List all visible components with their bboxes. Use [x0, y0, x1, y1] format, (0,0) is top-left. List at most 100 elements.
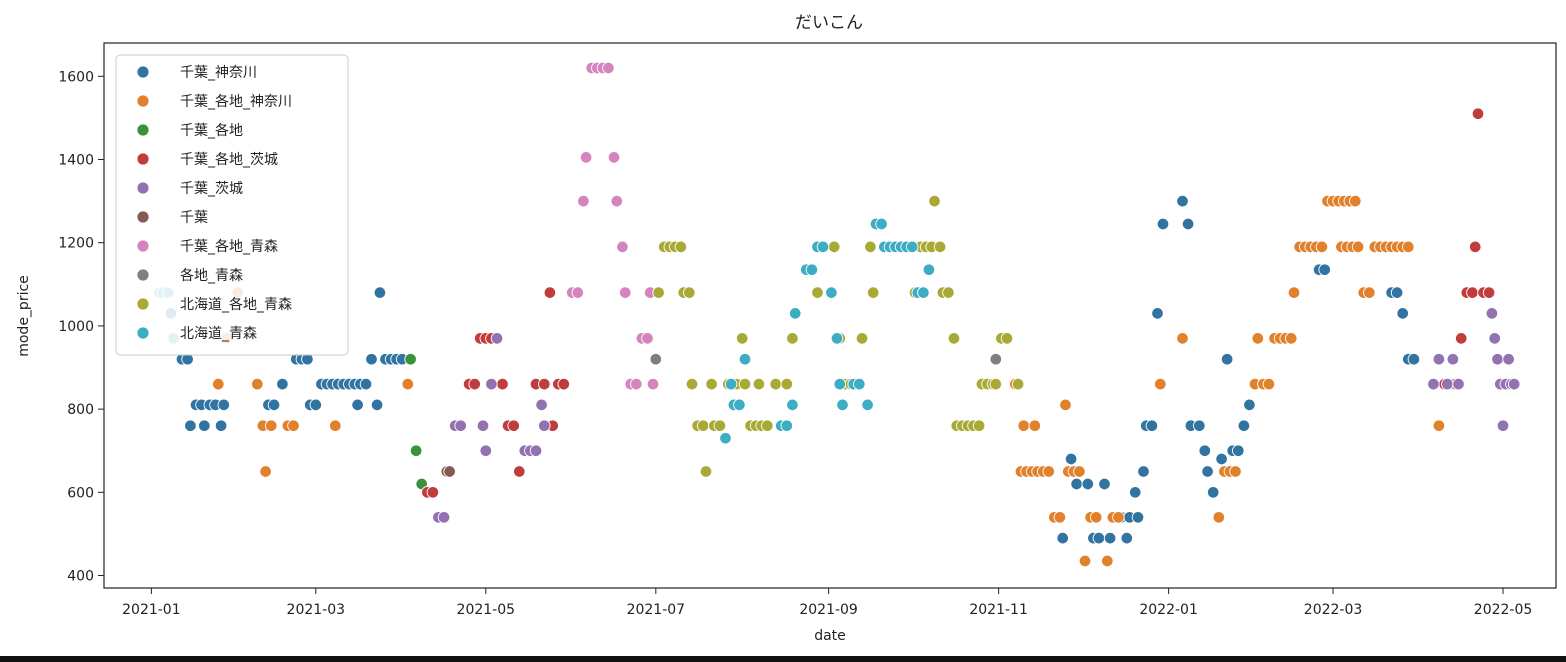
data-point	[359, 377, 373, 391]
data-point	[577, 194, 590, 208]
x-tick-label: 2021-01	[122, 602, 181, 618]
data-point	[1151, 307, 1164, 320]
data-point	[1131, 511, 1145, 524]
y-axis-label: mode_price	[16, 275, 32, 357]
data-point	[1390, 286, 1404, 299]
data-point	[1156, 217, 1170, 231]
data-point	[329, 419, 342, 432]
x-tick-label: 2022-03	[1304, 602, 1363, 618]
data-point	[649, 352, 663, 366]
data-point	[251, 377, 264, 391]
data-point	[1198, 444, 1212, 457]
data-point	[738, 377, 752, 391]
legend: 千葉_神奈川千葉_各地_神奈川千葉_各地千葉_各地_茨城千葉_茨城千葉千葉_各地…	[115, 54, 349, 356]
data-point	[1351, 240, 1365, 254]
data-point	[786, 398, 799, 412]
data-point	[607, 151, 621, 164]
data-point	[1482, 286, 1496, 299]
data-point	[683, 286, 696, 299]
legend-label: 各地_青森	[180, 268, 243, 284]
data-point	[538, 377, 551, 391]
x-tick-label: 2021-09	[799, 602, 858, 618]
data-point	[1315, 240, 1329, 254]
data-point	[652, 286, 665, 299]
data-point	[1028, 419, 1042, 432]
y-axis: 400 600 800 1000 1200 1400 1600	[58, 69, 104, 585]
data-point	[1262, 377, 1276, 391]
legend-marker	[136, 297, 150, 311]
data-point	[738, 352, 752, 366]
data-point	[479, 444, 493, 457]
data-point	[922, 263, 936, 276]
data-point	[535, 398, 548, 412]
x-tick-label: 2022-05	[1474, 602, 1533, 618]
data-point	[1064, 452, 1078, 466]
data-point	[1496, 419, 1510, 432]
data-point	[1363, 286, 1376, 299]
data-point	[610, 194, 624, 208]
data-point	[705, 377, 718, 391]
data-point	[1232, 444, 1245, 457]
x-tick-label: 2021-05	[457, 602, 516, 618]
data-point	[1176, 332, 1189, 345]
legend-marker	[136, 239, 150, 253]
x-tick-label: 2022-01	[1139, 602, 1198, 618]
data-point	[1452, 377, 1465, 391]
data-point	[816, 240, 830, 254]
data-point	[1471, 107, 1485, 120]
data-point	[1103, 531, 1117, 545]
data-point	[571, 286, 585, 299]
data-point	[437, 511, 451, 524]
data-point	[1056, 531, 1069, 545]
data-point	[1215, 452, 1228, 466]
data-point	[989, 377, 1003, 391]
data-point	[1432, 419, 1446, 432]
data-point	[752, 377, 766, 391]
data-point	[811, 286, 824, 299]
data-point	[1201, 465, 1214, 478]
data-point	[217, 398, 231, 412]
data-point	[1070, 477, 1083, 491]
data-point	[1128, 486, 1142, 499]
data-point	[513, 465, 526, 478]
data-point	[972, 419, 986, 432]
data-point	[287, 419, 300, 432]
data-point	[805, 263, 819, 276]
data-point	[490, 332, 504, 345]
y-tick-label: 800	[67, 402, 94, 418]
data-point	[947, 332, 961, 345]
data-point	[1092, 531, 1106, 545]
x-tick-label: 2021-07	[627, 602, 686, 618]
data-point	[769, 377, 782, 391]
legend-marker	[136, 210, 150, 224]
y-tick-label: 1600	[58, 69, 94, 85]
data-point	[409, 444, 423, 457]
data-point	[443, 465, 456, 478]
data-point	[786, 332, 799, 345]
data-point	[733, 398, 746, 412]
data-point	[1017, 419, 1030, 432]
y-tick-label: 1400	[58, 152, 94, 168]
data-point	[674, 240, 688, 254]
data-point	[1491, 352, 1504, 366]
data-point	[529, 444, 543, 457]
data-point	[1243, 398, 1256, 412]
data-point	[1059, 398, 1072, 412]
data-point	[905, 240, 919, 254]
data-point	[1507, 377, 1521, 391]
data-point	[496, 377, 509, 391]
data-point	[454, 419, 467, 432]
data-point	[1098, 477, 1111, 491]
data-point	[198, 419, 211, 432]
data-point	[1042, 465, 1056, 478]
data-point	[735, 332, 749, 345]
data-point	[853, 377, 866, 391]
legend-marker	[136, 94, 150, 108]
y-tick-label: 400	[67, 569, 94, 585]
data-point	[557, 377, 571, 391]
data-point	[1089, 511, 1103, 524]
legend-label: 千葉	[180, 210, 208, 226]
data-point	[602, 61, 615, 75]
data-point	[825, 286, 838, 299]
data-point	[827, 240, 841, 254]
